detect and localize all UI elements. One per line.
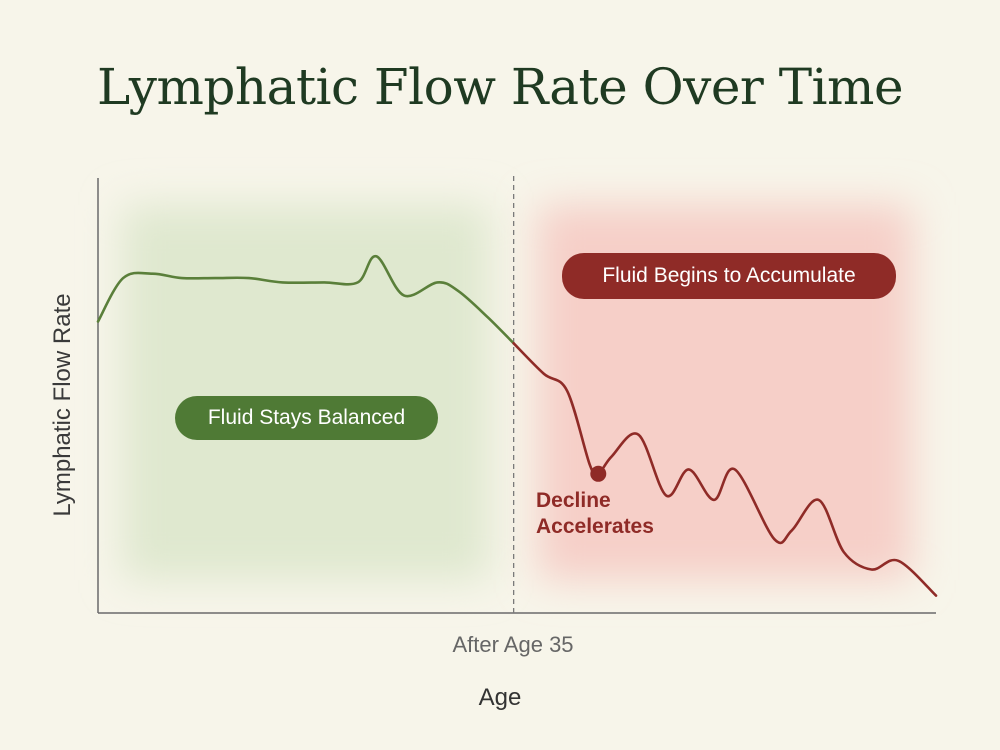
- x-axis-label: Age: [478, 684, 522, 711]
- x-tick-label: After Age 35: [452, 632, 574, 657]
- accumulate-region-text: Fluid Begins to Accumulate: [602, 264, 856, 287]
- region-balanced: [122, 205, 490, 580]
- decline-annotation-line-2: Accelerates: [536, 515, 654, 538]
- chart-title: Lymphatic Flow Rate Over Time: [96, 58, 904, 116]
- series-line-balanced: [96, 255, 515, 345]
- balanced-region-text: Fluid Stays Balanced: [207, 406, 406, 429]
- series-line-decline: [512, 342, 938, 597]
- decline-marker: [590, 465, 607, 482]
- y-axis-label: Lymphatic Flow Rate: [49, 293, 76, 517]
- decline-annotation: Decline Accelerates: [536, 488, 654, 540]
- decline-annotation-line-1: Decline: [536, 489, 611, 512]
- accumulate-region-label: Fluid Begins to Accumulate: [562, 253, 896, 299]
- balanced-region-label: Fluid Stays Balanced: [175, 396, 438, 440]
